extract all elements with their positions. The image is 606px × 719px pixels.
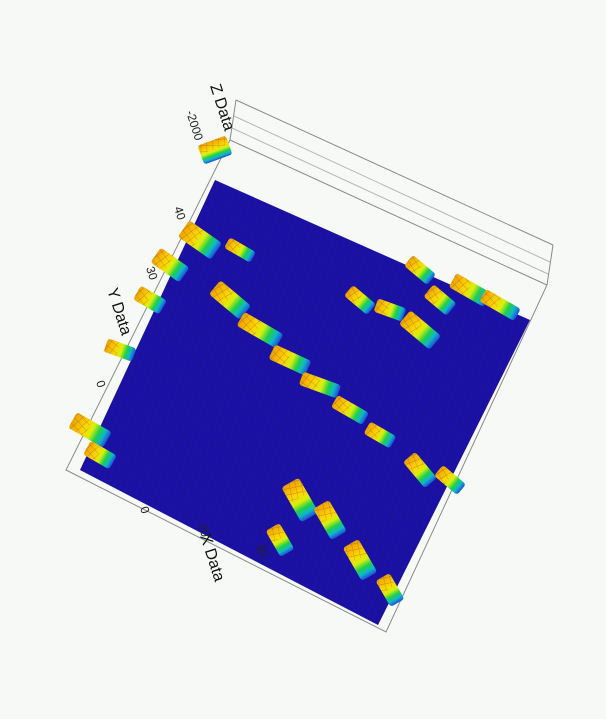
surface-ridge-mesh <box>375 573 397 593</box>
surface-ridge-mesh <box>398 310 425 336</box>
box-edge-right <box>546 244 554 286</box>
surface-ridge-mesh <box>224 237 242 255</box>
surface-ridge-mesh <box>83 440 103 462</box>
surface-ridge-mesh <box>268 344 292 367</box>
x-tick-label: 0 <box>137 505 152 516</box>
surface-ridge-mesh <box>363 421 383 441</box>
box-top-edge <box>235 99 554 246</box>
y-tick-label: 0 <box>93 379 108 390</box>
surface-ridge-mesh <box>423 284 444 306</box>
surface-ridge-mesh <box>236 311 263 336</box>
surface-ridge-mesh <box>342 539 367 563</box>
axis-box <box>65 99 554 633</box>
z-axis-title: Z Data <box>206 82 237 133</box>
x-axis-ticks: 0 20 30 <box>137 505 271 559</box>
surface-ridge-mesh <box>448 273 473 296</box>
x-tick-label: 20 <box>195 522 213 539</box>
surface-ridge-mesh <box>133 285 153 307</box>
y-axis-ticks: 0 30 40 <box>93 205 189 390</box>
surface-ridge-mesh <box>150 247 174 272</box>
surface-ridge-mesh <box>344 284 364 305</box>
surface-ridge-mesh <box>208 280 235 306</box>
box-edge-back <box>229 99 237 141</box>
surface-ridge-mesh <box>281 477 308 504</box>
x-tick-label: 30 <box>253 542 271 559</box>
surface-ridge-mesh <box>313 499 337 523</box>
surface-ridge-mesh <box>404 254 424 275</box>
y-axis-title: Y Data <box>103 286 134 338</box>
surface-ridge-mesh <box>103 338 121 357</box>
surface-mesh <box>80 180 530 625</box>
surface-ridges <box>68 135 520 606</box>
surface-ridge-mesh <box>265 523 287 543</box>
box-grid-line <box>233 115 551 263</box>
surface-ridge-mesh <box>479 288 502 311</box>
z-axis-ticks: -2000 <box>183 109 206 143</box>
z-tick-label: -2000 <box>183 109 206 143</box>
box-floor <box>65 139 548 633</box>
surface-ridge-mesh <box>68 412 93 437</box>
surface-ridge-mesh <box>298 371 321 391</box>
y-tick-label: 40 <box>171 205 189 222</box>
y-tick-label: 30 <box>143 265 161 282</box>
surface-ridge-mesh <box>330 394 352 416</box>
surface-ridge-mesh <box>434 464 454 485</box>
surface-ridge-mesh <box>177 220 205 248</box>
surface-ridge-mesh <box>402 451 426 474</box>
surface-ridge-mesh <box>197 135 229 155</box>
box-grid-line <box>231 127 549 275</box>
surface-ridge-mesh <box>373 298 391 317</box>
